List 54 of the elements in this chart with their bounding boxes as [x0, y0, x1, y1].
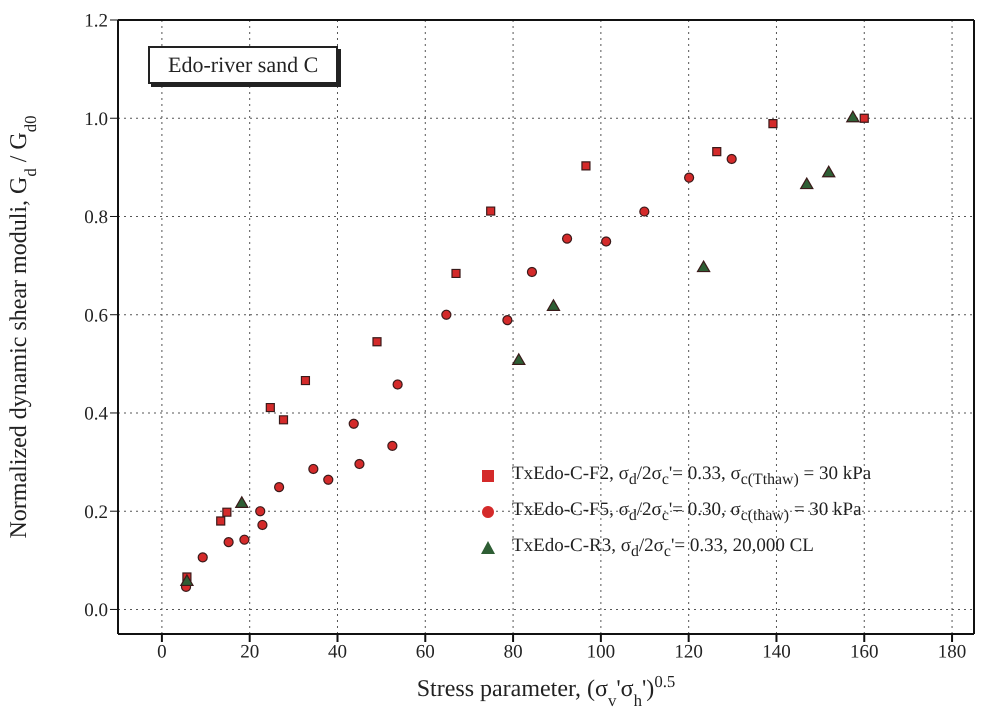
point [562, 233, 572, 244]
point [216, 516, 226, 526]
point [354, 458, 365, 470]
point [639, 206, 650, 217]
y-tick-label: 0.2 [84, 502, 108, 523]
x-axis-title: Stress parameter, (σ$_{v}$'σ$_{h}$')$^{0.5}$ [416, 672, 676, 710]
point [684, 172, 694, 183]
point [768, 119, 778, 128]
point [300, 376, 310, 386]
point [255, 506, 266, 516]
point [224, 537, 234, 548]
label-box: Edo-river sand C [148, 46, 338, 84]
point [451, 268, 461, 278]
point [601, 236, 612, 247]
point [198, 552, 208, 562]
point [274, 482, 284, 492]
point [278, 415, 288, 424]
x-tick-label: 20 [240, 641, 260, 662]
point [441, 310, 452, 320]
point [372, 337, 382, 346]
x-tick-label: 40 [328, 641, 347, 662]
point [502, 315, 512, 326]
point [348, 418, 359, 429]
x-tick-label: 120 [674, 641, 703, 662]
point [860, 114, 869, 123]
x-tick-label: 160 [850, 641, 879, 662]
point [266, 402, 275, 412]
y-tick-label: 0.8 [84, 207, 108, 228]
point [526, 266, 538, 278]
point [323, 474, 334, 485]
point [257, 520, 268, 530]
x-tick-label: 100 [586, 641, 616, 662]
point [308, 464, 318, 474]
point [726, 154, 737, 164]
y-tick-label: 1.2 [84, 10, 108, 32]
point [581, 161, 591, 170]
y-tick-label: 0.0 [84, 600, 108, 622]
x-tick-label: 0 [157, 641, 167, 662]
x-tick-label: 140 [762, 641, 791, 662]
y-tick-label: 1.0 [84, 108, 108, 130]
x-tick-label: 60 [416, 641, 435, 662]
legend-label: TxEdo-C-R3, σ$_{d}$/2σ$_{c}$'= 0.33, 20,000 CL [512, 535, 814, 560]
legend-label: TxEdo-C-F5, σ$_{d}$/2σ$_{c}$'= 0.30, σ$_{c(thaw)}$ = 30 kPa [512, 499, 862, 524]
x-tick-label: 80 [504, 641, 523, 662]
x-tick-label: 180 [938, 641, 966, 662]
point [239, 534, 250, 545]
legend-label: TxEdo-C-F2, σ$_{d}$/2σ$_{c}$'= 0.33, σ$_{c(Tthaw)}$ = 30 kPa [512, 463, 872, 488]
y-tick-label: 0.4 [84, 404, 108, 425]
point [712, 147, 722, 156]
y-tick-label: 0.6 [84, 305, 108, 326]
point [387, 440, 398, 451]
point [486, 206, 496, 216]
point [222, 508, 232, 517]
point [392, 379, 403, 390]
